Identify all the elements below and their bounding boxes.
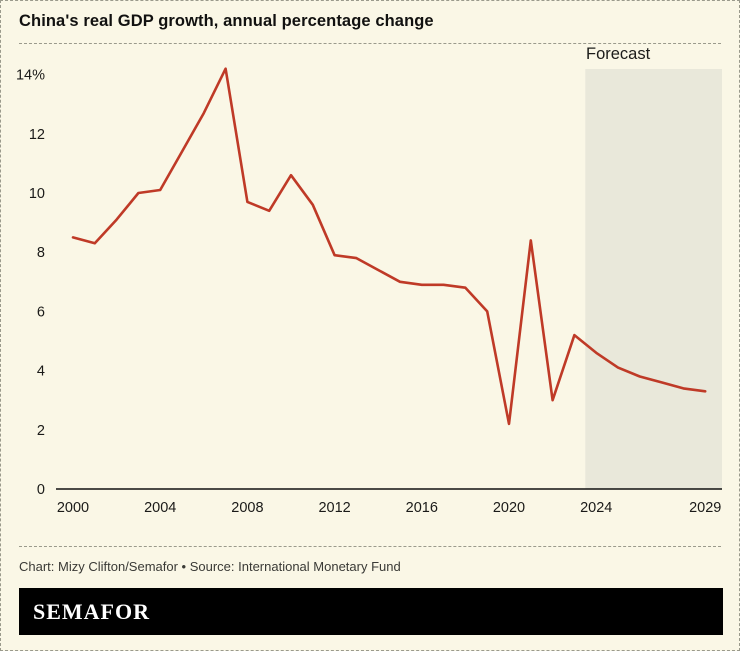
x-tick-label: 2020 (493, 500, 525, 516)
bottom-divider (19, 546, 721, 547)
credit-line: Chart: Mizy Clifton/Semafor • Source: In… (19, 559, 401, 574)
y-tick-label: 14% (16, 68, 45, 84)
top-divider (19, 43, 721, 44)
gdp-line-chart: 0 2 4 6 8 10 12 14% 2000 2004 2008 2012 2016 2020 2024… (16, 67, 722, 516)
x-tick-label: 2000 (57, 500, 89, 516)
semafor-wordmark: SEMAFOR (33, 598, 150, 624)
chart-title: China's real GDP growth, annual percenta… (19, 12, 434, 30)
y-tick-label: 12 (29, 127, 45, 143)
forecast-label: Forecast (586, 45, 651, 63)
semafor-logo-bar: SEMAFOR (19, 588, 723, 635)
x-tick-label: 2024 (580, 500, 612, 516)
x-tick-label: 2008 (231, 500, 263, 516)
x-tick-label: 2029 (689, 500, 721, 516)
y-tick-label: 8 (37, 245, 45, 261)
y-tick-label: 0 (37, 482, 45, 498)
x-tick-label: 2012 (318, 500, 350, 516)
y-tick-label: 4 (37, 364, 45, 380)
x-tick-label: 2004 (144, 500, 176, 516)
x-tick-label: 2016 (406, 500, 438, 516)
y-tick-label: 10 (29, 186, 45, 202)
y-tick-label: 2 (37, 423, 45, 439)
forecast-region (585, 69, 722, 489)
gdp-growth-line (71, 67, 707, 426)
y-tick-label: 6 (37, 304, 45, 320)
